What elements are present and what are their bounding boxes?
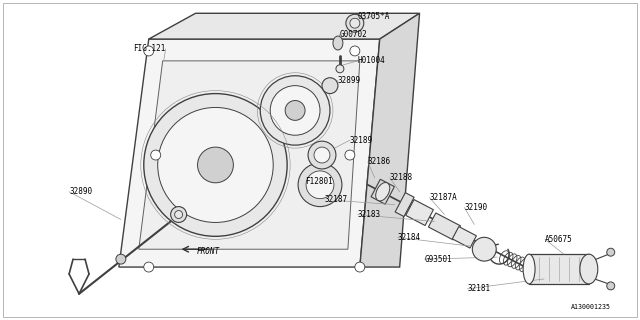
Circle shape	[314, 147, 330, 163]
Text: 32188: 32188	[390, 173, 413, 182]
Circle shape	[198, 147, 234, 183]
Text: 32181: 32181	[467, 284, 490, 293]
Polygon shape	[395, 193, 414, 217]
Circle shape	[345, 150, 355, 160]
Circle shape	[151, 150, 161, 160]
Polygon shape	[148, 13, 420, 39]
Circle shape	[260, 76, 330, 145]
Ellipse shape	[376, 182, 390, 201]
Text: F12801: F12801	[305, 177, 333, 186]
Text: 32183: 32183	[358, 210, 381, 219]
Polygon shape	[360, 13, 420, 267]
Circle shape	[270, 86, 320, 135]
Text: 03705*A: 03705*A	[358, 12, 390, 21]
Text: G00702: G00702	[340, 30, 367, 39]
Text: A130001235: A130001235	[571, 304, 611, 310]
Text: 32187A: 32187A	[429, 193, 457, 202]
Circle shape	[336, 65, 344, 73]
Polygon shape	[371, 179, 394, 204]
Polygon shape	[139, 61, 360, 249]
Circle shape	[472, 237, 496, 261]
Polygon shape	[119, 39, 380, 267]
Text: G93501: G93501	[424, 255, 452, 264]
Text: 32187: 32187	[325, 195, 348, 204]
Circle shape	[346, 14, 364, 32]
Circle shape	[607, 248, 614, 256]
Polygon shape	[452, 227, 476, 248]
Circle shape	[157, 108, 273, 222]
Text: FRONT: FRONT	[196, 247, 220, 256]
Text: FIG.121: FIG.121	[133, 44, 166, 53]
Text: 32184: 32184	[397, 233, 420, 242]
Ellipse shape	[580, 254, 598, 284]
Text: 32190: 32190	[465, 203, 488, 212]
Circle shape	[308, 141, 336, 169]
Text: 32186: 32186	[368, 157, 391, 166]
Text: A50675: A50675	[545, 235, 573, 244]
Circle shape	[171, 207, 187, 222]
Circle shape	[144, 262, 154, 272]
Circle shape	[285, 100, 305, 120]
Ellipse shape	[523, 254, 535, 284]
Circle shape	[144, 93, 287, 236]
Circle shape	[350, 18, 360, 28]
Text: 32890: 32890	[69, 187, 92, 196]
Circle shape	[144, 46, 154, 56]
Circle shape	[298, 163, 342, 207]
Polygon shape	[529, 254, 589, 284]
Circle shape	[175, 211, 182, 219]
Circle shape	[350, 46, 360, 56]
Circle shape	[306, 171, 334, 199]
Circle shape	[322, 78, 338, 93]
Ellipse shape	[333, 36, 343, 50]
Circle shape	[116, 254, 126, 264]
Text: 32189: 32189	[350, 136, 373, 145]
Polygon shape	[406, 200, 433, 226]
Circle shape	[355, 262, 365, 272]
Polygon shape	[428, 213, 461, 240]
Circle shape	[607, 282, 614, 290]
Text: H01004: H01004	[358, 56, 385, 65]
Text: 32899: 32899	[338, 76, 361, 85]
